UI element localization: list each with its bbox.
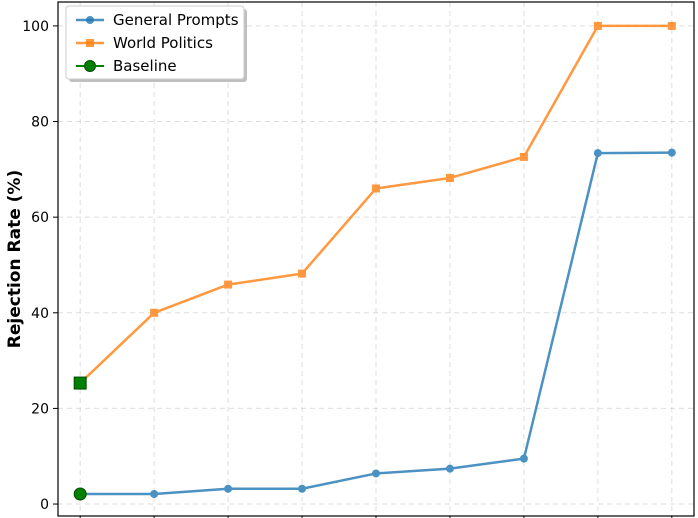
data-point bbox=[150, 490, 159, 499]
data-point bbox=[667, 148, 676, 157]
data-point bbox=[298, 269, 307, 278]
data-point bbox=[298, 484, 307, 493]
data-point bbox=[445, 464, 454, 473]
y-axis-ticks: 0 20 40 60 80 100 bbox=[22, 19, 673, 518]
data-point bbox=[224, 280, 233, 289]
data-point bbox=[445, 173, 454, 182]
series-general-prompts bbox=[76, 148, 676, 499]
legend-label-baseline: Baseline bbox=[113, 57, 177, 75]
legend-label-politics: World Politics bbox=[113, 34, 213, 52]
y-tick-label: 0 bbox=[40, 497, 49, 513]
y-tick-label: 100 bbox=[22, 19, 49, 35]
y-axis-label: Rejection Rate (%) bbox=[5, 170, 25, 348]
y-tick-label: 40 bbox=[31, 306, 49, 322]
legend-marker-baseline bbox=[84, 60, 96, 72]
legend-label-general: General Prompts bbox=[113, 11, 239, 29]
data-point bbox=[593, 21, 602, 30]
data-point bbox=[667, 21, 676, 30]
data-point bbox=[593, 149, 602, 158]
data-point bbox=[519, 152, 528, 161]
legend-marker-politics bbox=[86, 39, 94, 47]
legend: General Prompts World Politics Baseline bbox=[65, 5, 247, 82]
y-tick-label: 60 bbox=[31, 210, 49, 226]
data-point bbox=[150, 308, 159, 317]
y-tick-label: 80 bbox=[31, 115, 49, 131]
data-point bbox=[224, 484, 233, 493]
data-point bbox=[372, 184, 380, 193]
baseline-layer bbox=[73, 376, 87, 501]
legend-box bbox=[65, 5, 245, 80]
data-point bbox=[519, 454, 528, 463]
baseline-point bbox=[73, 487, 87, 501]
series-layer bbox=[76, 21, 676, 499]
legend-marker-general bbox=[86, 16, 94, 24]
baseline-point bbox=[73, 376, 87, 390]
y-tick-label: 20 bbox=[31, 401, 49, 417]
data-point bbox=[372, 469, 380, 478]
grid bbox=[58, 2, 694, 516]
